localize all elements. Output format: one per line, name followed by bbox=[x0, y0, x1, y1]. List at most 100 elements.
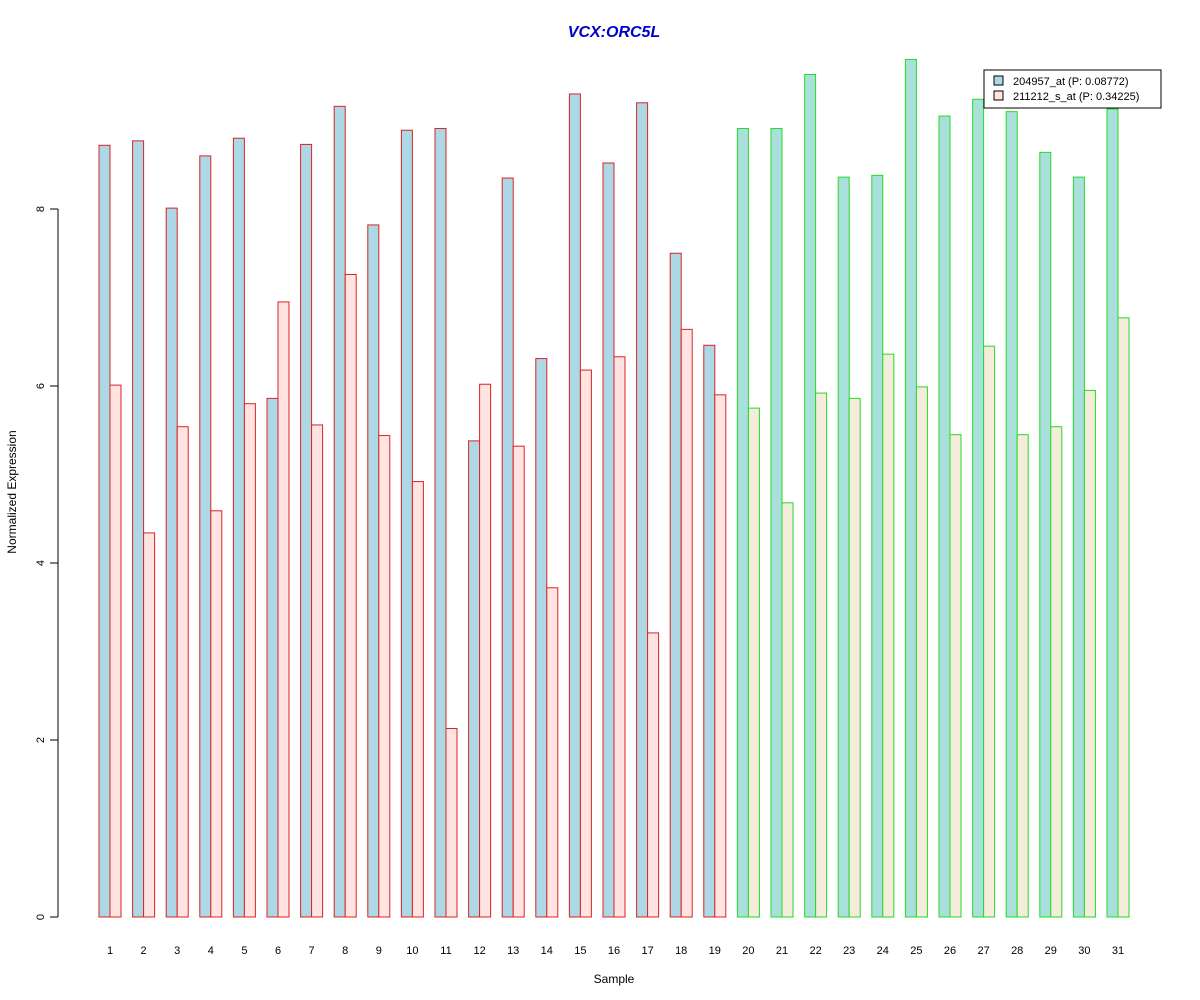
x-tick-label: 16 bbox=[608, 945, 620, 957]
bar-series-1-sample-6 bbox=[266, 397, 279, 918]
bar-series-2-sample-3 bbox=[176, 426, 189, 918]
bar-series-1-sample-23 bbox=[837, 176, 850, 918]
bar-series-2-sample-4 bbox=[210, 510, 223, 918]
x-tick-label: 27 bbox=[977, 945, 989, 957]
x-axis-label: Sample bbox=[594, 972, 635, 986]
x-tick-label: 28 bbox=[1011, 945, 1023, 957]
bar-series-1-sample-11 bbox=[434, 127, 447, 918]
bar-series-1-sample-18 bbox=[669, 252, 682, 918]
x-tick-label: 7 bbox=[309, 945, 315, 957]
bar-series-1-sample-25 bbox=[904, 58, 917, 918]
x-tick-label: 8 bbox=[342, 945, 348, 957]
x-tick-label: 10 bbox=[406, 945, 418, 957]
x-tick-label: 24 bbox=[877, 945, 889, 957]
bar-series-1-sample-14 bbox=[535, 358, 548, 918]
bar-series-1-sample-28 bbox=[1005, 111, 1018, 918]
bar-series-2-sample-20 bbox=[747, 407, 760, 918]
x-tick-label: 15 bbox=[574, 945, 586, 957]
bar-series-2-sample-29 bbox=[1050, 426, 1063, 918]
x-tick-label: 2 bbox=[141, 945, 147, 957]
bar-series-2-sample-27 bbox=[983, 345, 996, 918]
bar-series-1-sample-31 bbox=[1106, 108, 1119, 918]
x-tick-label: 30 bbox=[1078, 945, 1090, 957]
x-tick-label: 5 bbox=[241, 945, 247, 957]
bar-series-1-sample-7 bbox=[300, 143, 313, 918]
bar-series-1-sample-13 bbox=[501, 177, 514, 918]
bar-series-1-sample-17 bbox=[636, 102, 649, 918]
legend-box bbox=[983, 69, 1162, 109]
chart-title: VCX:ORC5L bbox=[568, 24, 660, 41]
bar-series-1-sample-1 bbox=[98, 144, 111, 918]
legend-swatch-series-1 bbox=[993, 75, 1004, 86]
x-tick-label: 3 bbox=[174, 945, 180, 957]
bar-series-1-sample-19 bbox=[703, 344, 716, 918]
legend: 204957_at (P: 0.08772) 211212_s_at (P: 0… bbox=[983, 69, 1162, 109]
y-axis: 0 2 4 6 8 bbox=[35, 206, 59, 920]
bar-series-2-sample-31 bbox=[1117, 317, 1130, 918]
x-tick-label: 9 bbox=[376, 945, 382, 957]
bar-series-2-sample-13 bbox=[512, 445, 525, 918]
bar-series-1-sample-20 bbox=[736, 127, 749, 918]
x-tick-label: 29 bbox=[1045, 945, 1057, 957]
bar-series-1-sample-22 bbox=[804, 73, 817, 918]
x-tick-label: 14 bbox=[541, 945, 553, 957]
bar-series-1-sample-27 bbox=[972, 98, 985, 918]
bar-series-2-sample-18 bbox=[680, 328, 693, 918]
y-tick-label: 0 bbox=[35, 914, 47, 920]
bar-series-2-sample-22 bbox=[815, 392, 828, 918]
x-tick-labels: 1 2 3 4 5 6 7 8 9 10 11 12 13 14 15 16 17 18 19 20 21 22 23 24 2… bbox=[107, 945, 1124, 957]
bar-series-2-sample-2 bbox=[143, 532, 156, 918]
bar-series-2-sample-21 bbox=[781, 502, 794, 918]
bar-series-2-sample-26 bbox=[949, 434, 962, 918]
bar-series-1-sample-21 bbox=[770, 127, 783, 918]
bar-series-1-sample-16 bbox=[602, 162, 615, 918]
y-axis-label: Normalized Expression bbox=[5, 430, 19, 553]
y-tick-label: 2 bbox=[35, 737, 47, 743]
bar-series-2-sample-7 bbox=[311, 424, 324, 918]
x-tick-label: 12 bbox=[473, 945, 485, 957]
bar-series-2-sample-10 bbox=[411, 481, 424, 918]
legend-swatch-series-2 bbox=[993, 90, 1004, 101]
bar-series-2-sample-14 bbox=[546, 587, 559, 918]
x-tick-label: 19 bbox=[709, 945, 721, 957]
x-tick-label: 23 bbox=[843, 945, 855, 957]
bar-series-2-sample-8 bbox=[344, 273, 357, 918]
bar-series-1-sample-10 bbox=[400, 129, 413, 918]
bar-series-2-sample-19 bbox=[714, 394, 727, 918]
bar-series-1-sample-2 bbox=[132, 140, 145, 918]
bar-series-1-sample-15 bbox=[568, 93, 581, 918]
bar-series-2-sample-9 bbox=[378, 435, 391, 918]
x-tick-label: 13 bbox=[507, 945, 519, 957]
x-tick-label: 6 bbox=[275, 945, 281, 957]
x-tick-label: 11 bbox=[440, 945, 451, 957]
bar-series-1-sample-3 bbox=[165, 207, 178, 918]
bar-series-1-sample-12 bbox=[468, 440, 481, 918]
x-tick-label: 17 bbox=[641, 945, 653, 957]
bar-series-1-sample-29 bbox=[1039, 151, 1052, 918]
x-tick-label: 26 bbox=[944, 945, 956, 957]
x-tick-label: 20 bbox=[742, 945, 754, 957]
bar-series-2-sample-15 bbox=[579, 369, 592, 918]
legend-label-series-2: 211212_s_at (P: 0.34225) bbox=[1013, 91, 1139, 103]
bar-series-2-sample-17 bbox=[647, 632, 660, 918]
bar-series-1-sample-5 bbox=[232, 137, 245, 918]
y-tick-label: 6 bbox=[35, 383, 47, 389]
bar-series-2-sample-5 bbox=[243, 403, 256, 918]
bar-series-2-sample-1 bbox=[109, 384, 122, 918]
bar-series-2-sample-24 bbox=[882, 353, 895, 918]
bars bbox=[98, 58, 1130, 918]
x-tick-label: 4 bbox=[208, 945, 214, 957]
bar-series-2-sample-30 bbox=[1083, 389, 1096, 918]
x-tick-label: 1 bbox=[107, 945, 113, 957]
x-tick-label: 31 bbox=[1112, 945, 1124, 957]
x-tick-label: 18 bbox=[675, 945, 687, 957]
bar-series-1-sample-9 bbox=[367, 224, 380, 918]
bar-series-1-sample-24 bbox=[871, 174, 884, 918]
x-tick-label: 21 bbox=[776, 945, 788, 957]
bar-series-1-sample-30 bbox=[1072, 176, 1085, 918]
bar-series-2-sample-16 bbox=[613, 356, 626, 918]
legend-label-series-1: 204957_at (P: 0.08772) bbox=[1013, 76, 1129, 88]
bar-series-1-sample-4 bbox=[199, 155, 212, 918]
y-tick-label: 8 bbox=[35, 206, 47, 212]
